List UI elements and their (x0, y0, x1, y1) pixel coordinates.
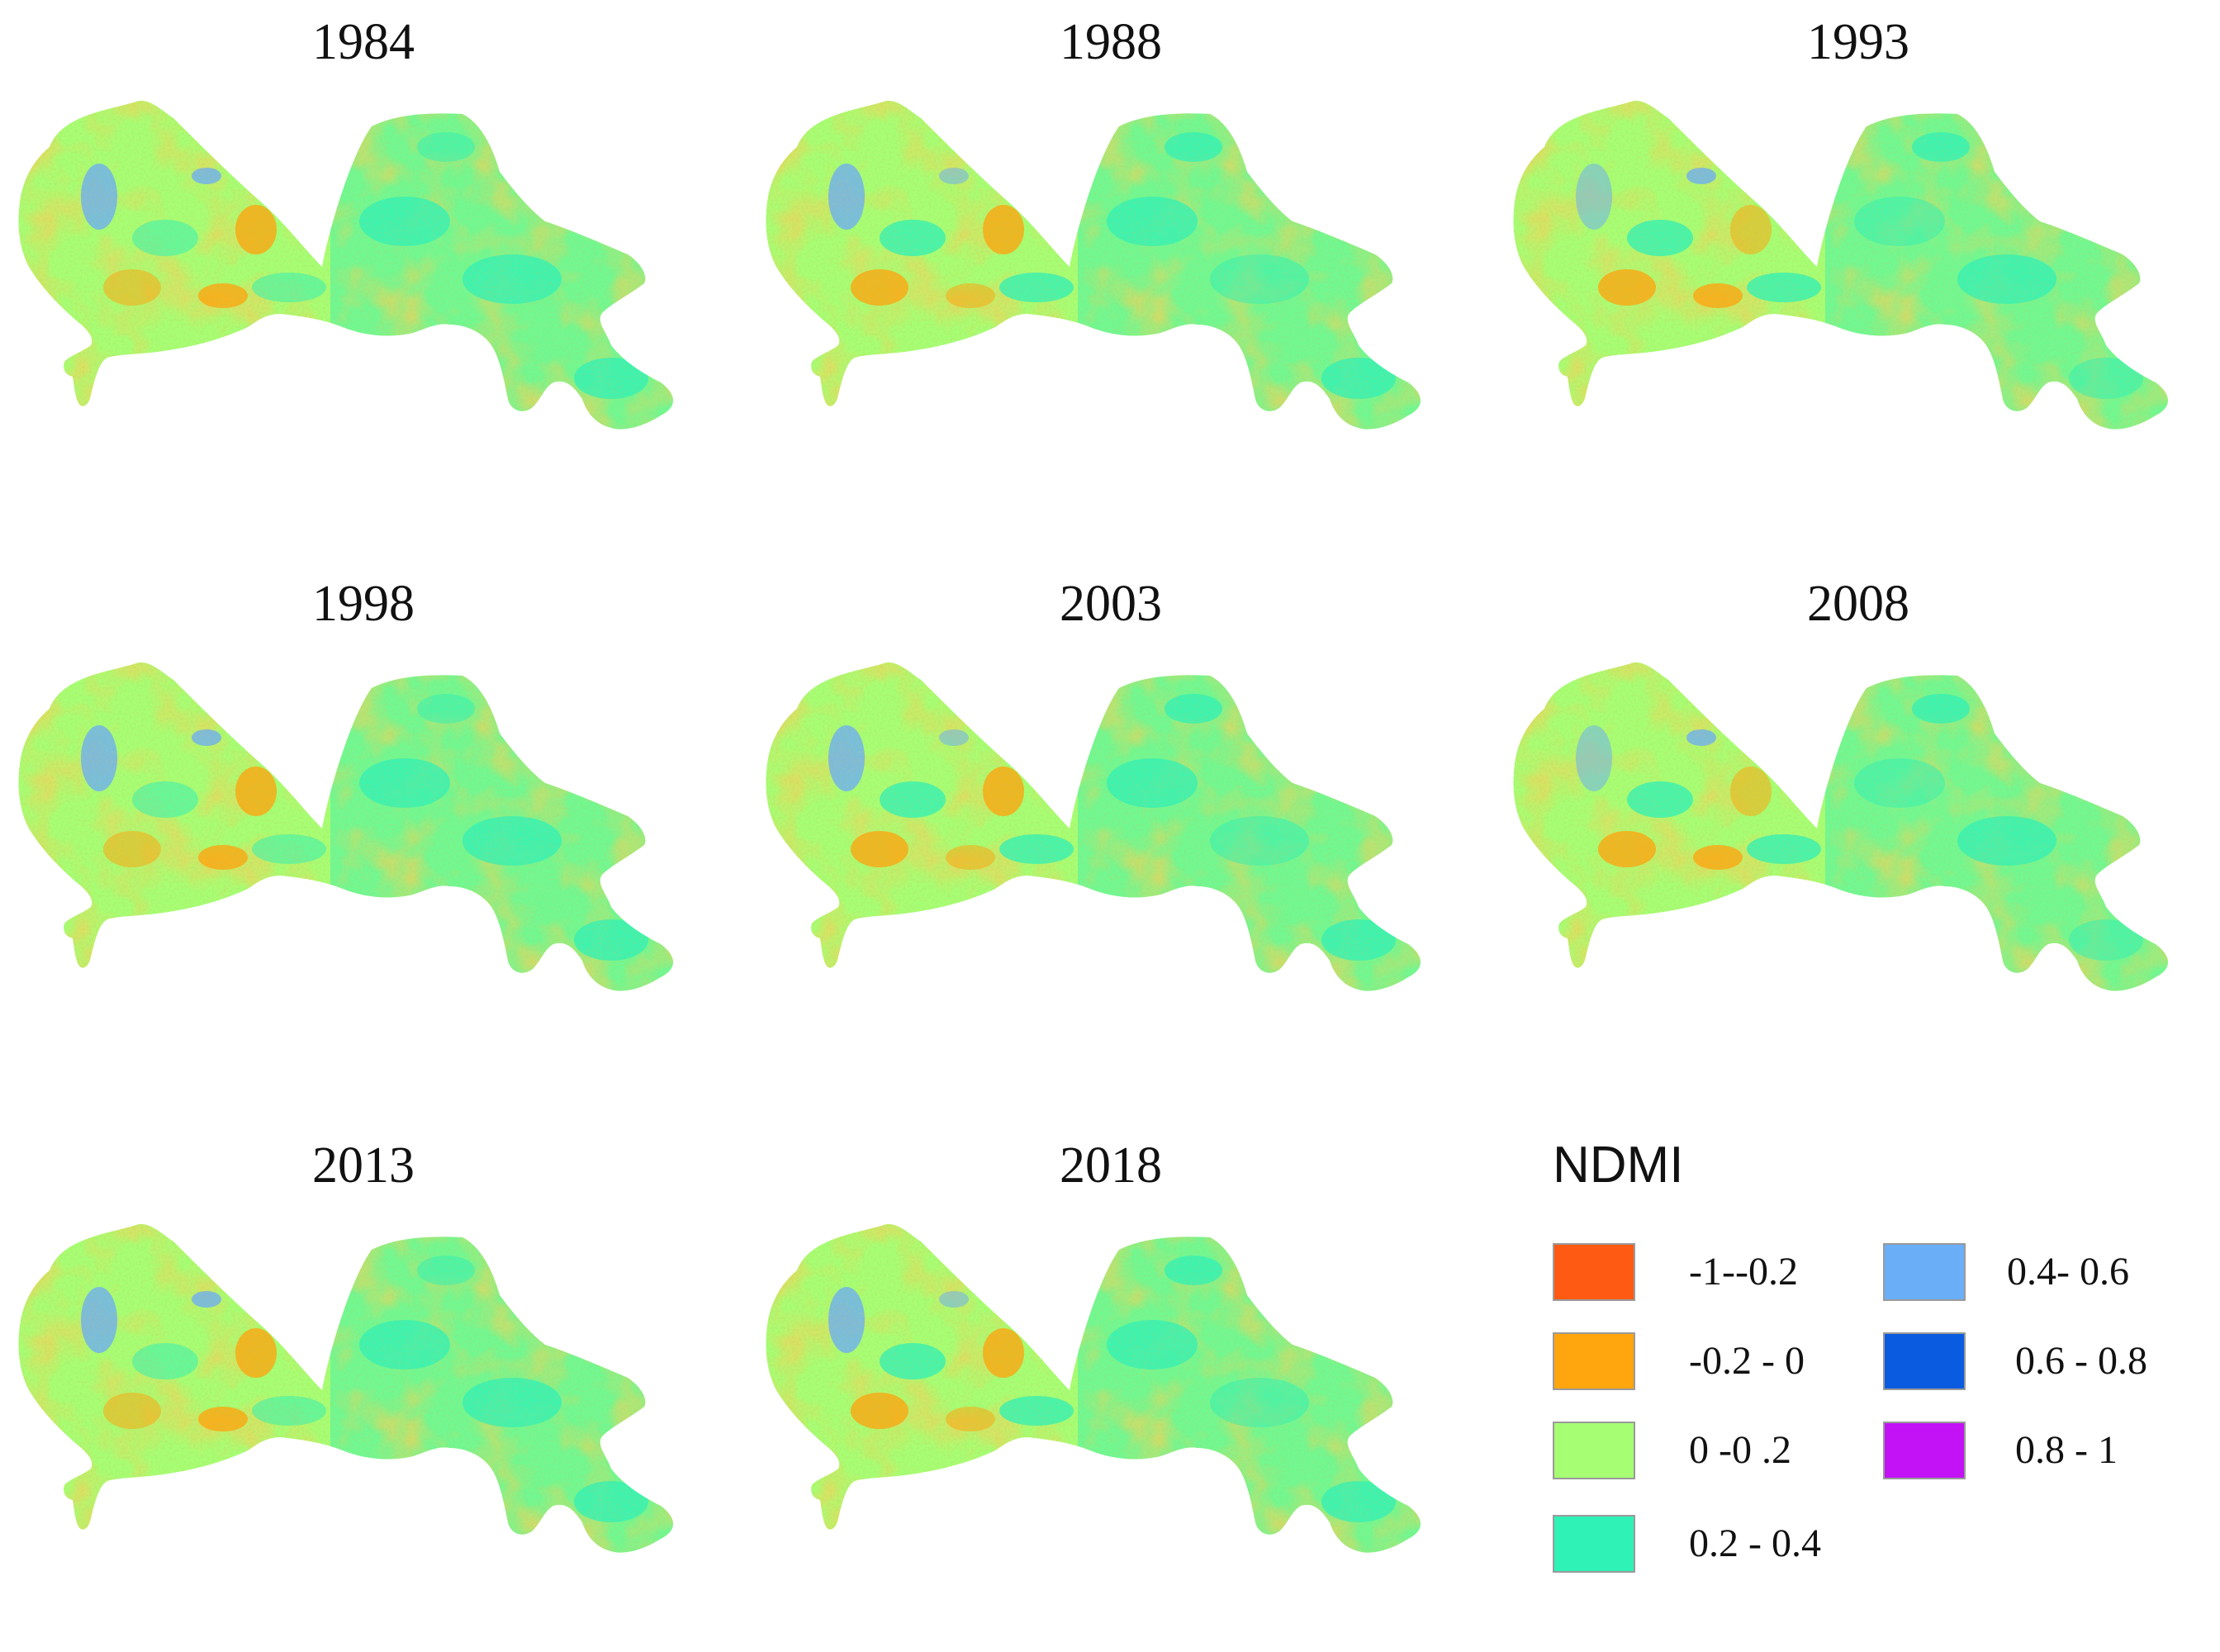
map-year-label: 1993 (1807, 14, 1909, 70)
legend-title: NDMI (1553, 1137, 1684, 1194)
ndmi-map (18, 662, 674, 991)
legend-label: 0 -0 .2 (1689, 1428, 1791, 1472)
map-year-label: 2003 (1060, 576, 1162, 632)
legend-swatch (1883, 1243, 1966, 1301)
legend-label: -1--0.2 (1689, 1250, 1798, 1294)
legend-label: 0.4- 0.6 (2007, 1250, 2129, 1294)
legend-label: -0.2 - 0 (1689, 1339, 1805, 1383)
legend-swatch (1883, 1422, 1966, 1479)
map-panel-2008: 2008 (1495, 562, 2220, 1090)
legend-swatch (1883, 1332, 1966, 1390)
legend-swatch (1553, 1243, 1635, 1301)
map-panel-2003: 2003 (747, 562, 1474, 1090)
ndmi-map (766, 662, 1421, 991)
map-panel-1993: 1993 (1495, 0, 2220, 529)
map-panel-1988: 1988 (747, 0, 1474, 529)
legend-label: 0.8 - 1 (2015, 1428, 2118, 1472)
legend-swatch (1553, 1422, 1635, 1479)
map-year-label: 2018 (1060, 1137, 1162, 1194)
ndmi-map (766, 1224, 1421, 1553)
map-year-label: 1984 (312, 14, 415, 70)
ndmi-map (1513, 662, 2169, 991)
map-year-label: 1988 (1060, 14, 1162, 70)
ndmi-map (18, 1224, 674, 1553)
map-panel-1998: 1998 (0, 562, 727, 1090)
legend-swatch (1553, 1332, 1635, 1390)
legend-label: 0.2 - 0.4 (1689, 1521, 1821, 1565)
legend-swatch (1553, 1515, 1635, 1573)
ndmi-map (18, 101, 674, 430)
ndmi-legend: NDMI -1--0.2 -0.2 - 0 0 -0 .2 0.2 - 0.4 … (1544, 1123, 2189, 1602)
legend-label: 0.6 - 0.8 (2015, 1339, 2147, 1383)
map-year-label: 2013 (312, 1137, 415, 1194)
map-panel-2018: 2018 (747, 1123, 1474, 1652)
ndmi-map (766, 101, 1421, 430)
map-panel-2013: 2013 (0, 1123, 727, 1652)
ndmi-map (1513, 101, 2169, 430)
map-panel-1984: 1984 (0, 0, 727, 529)
map-year-label: 2008 (1807, 576, 1909, 632)
map-year-label: 1998 (312, 576, 415, 632)
